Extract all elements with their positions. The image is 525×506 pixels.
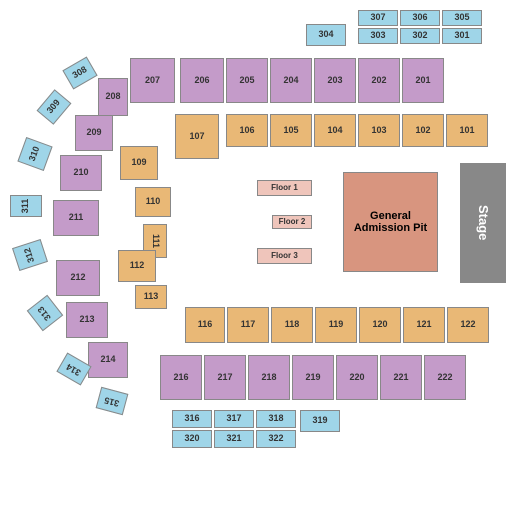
- section-221[interactable]: 221: [380, 355, 422, 400]
- section-101[interactable]: 101: [446, 114, 488, 147]
- section-217[interactable]: 217: [204, 355, 246, 400]
- section-121[interactable]: 121: [403, 307, 445, 343]
- section-301[interactable]: 301: [442, 28, 482, 44]
- section-204[interactable]: 204: [270, 58, 312, 103]
- section-305[interactable]: 305: [442, 10, 482, 26]
- section-311[interactable]: 311: [10, 195, 42, 217]
- ga-pit-label: General Admission Pit: [344, 210, 437, 234]
- section-321[interactable]: 321: [214, 430, 254, 448]
- section-315[interactable]: 315: [96, 387, 129, 415]
- section-314[interactable]: 314: [56, 352, 91, 385]
- section-220[interactable]: 220: [336, 355, 378, 400]
- section-120[interactable]: 120: [359, 307, 401, 343]
- floor-floor-2[interactable]: Floor 2: [272, 215, 312, 229]
- section-218[interactable]: 218: [248, 355, 290, 400]
- section-117[interactable]: 117: [227, 307, 269, 343]
- section-203[interactable]: 203: [314, 58, 356, 103]
- section-107[interactable]: 107: [175, 114, 219, 159]
- section-206[interactable]: 206: [180, 58, 224, 103]
- section-201[interactable]: 201: [402, 58, 444, 103]
- section-216[interactable]: 216: [160, 355, 202, 400]
- section-118[interactable]: 118: [271, 307, 313, 343]
- section-119[interactable]: 119: [315, 307, 357, 343]
- section-310[interactable]: 310: [17, 137, 52, 171]
- section-210[interactable]: 210: [60, 155, 102, 191]
- section-105[interactable]: 105: [270, 114, 312, 147]
- section-302[interactable]: 302: [400, 28, 440, 44]
- section-209[interactable]: 209: [75, 115, 113, 151]
- section-306[interactable]: 306: [400, 10, 440, 26]
- section-318[interactable]: 318: [256, 410, 296, 428]
- section-122[interactable]: 122: [447, 307, 489, 343]
- section-102[interactable]: 102: [402, 114, 444, 147]
- seating-chart: Stage General Admission Pit Floor 1 Floor…: [0, 0, 525, 506]
- section-303[interactable]: 303: [358, 28, 398, 44]
- section-104[interactable]: 104: [314, 114, 356, 147]
- section-312[interactable]: 312: [12, 239, 48, 271]
- floor-floor-3[interactable]: Floor 3: [257, 248, 312, 264]
- section-205[interactable]: 205: [226, 58, 268, 103]
- section-313[interactable]: 313: [27, 295, 63, 331]
- section-214[interactable]: 214: [88, 342, 128, 378]
- stage[interactable]: Stage: [460, 163, 506, 283]
- section-112[interactable]: 112: [118, 250, 156, 282]
- general-admission-pit[interactable]: General Admission Pit: [343, 172, 438, 272]
- section-208[interactable]: 208: [98, 78, 128, 116]
- section-207[interactable]: 207: [130, 58, 175, 103]
- section-109[interactable]: 109: [120, 146, 158, 180]
- section-116[interactable]: 116: [185, 307, 225, 343]
- section-317[interactable]: 317: [214, 410, 254, 428]
- section-212[interactable]: 212: [56, 260, 100, 296]
- section-211[interactable]: 211: [53, 200, 99, 236]
- section-219[interactable]: 219: [292, 355, 334, 400]
- section-322[interactable]: 322: [256, 430, 296, 448]
- section-110[interactable]: 110: [135, 187, 171, 217]
- section-319[interactable]: 319: [300, 410, 340, 432]
- section-103[interactable]: 103: [358, 114, 400, 147]
- section-113[interactable]: 113: [135, 285, 167, 309]
- floor-floor-1[interactable]: Floor 1: [257, 180, 312, 196]
- section-202[interactable]: 202: [358, 58, 400, 103]
- section-222[interactable]: 222: [424, 355, 466, 400]
- section-309[interactable]: 309: [37, 89, 72, 125]
- section-213[interactable]: 213: [66, 302, 108, 338]
- section-320[interactable]: 320: [172, 430, 212, 448]
- section-308[interactable]: 308: [62, 56, 97, 89]
- section-304[interactable]: 304: [306, 24, 346, 46]
- section-106[interactable]: 106: [226, 114, 268, 147]
- section-307[interactable]: 307: [358, 10, 398, 26]
- section-316[interactable]: 316: [172, 410, 212, 428]
